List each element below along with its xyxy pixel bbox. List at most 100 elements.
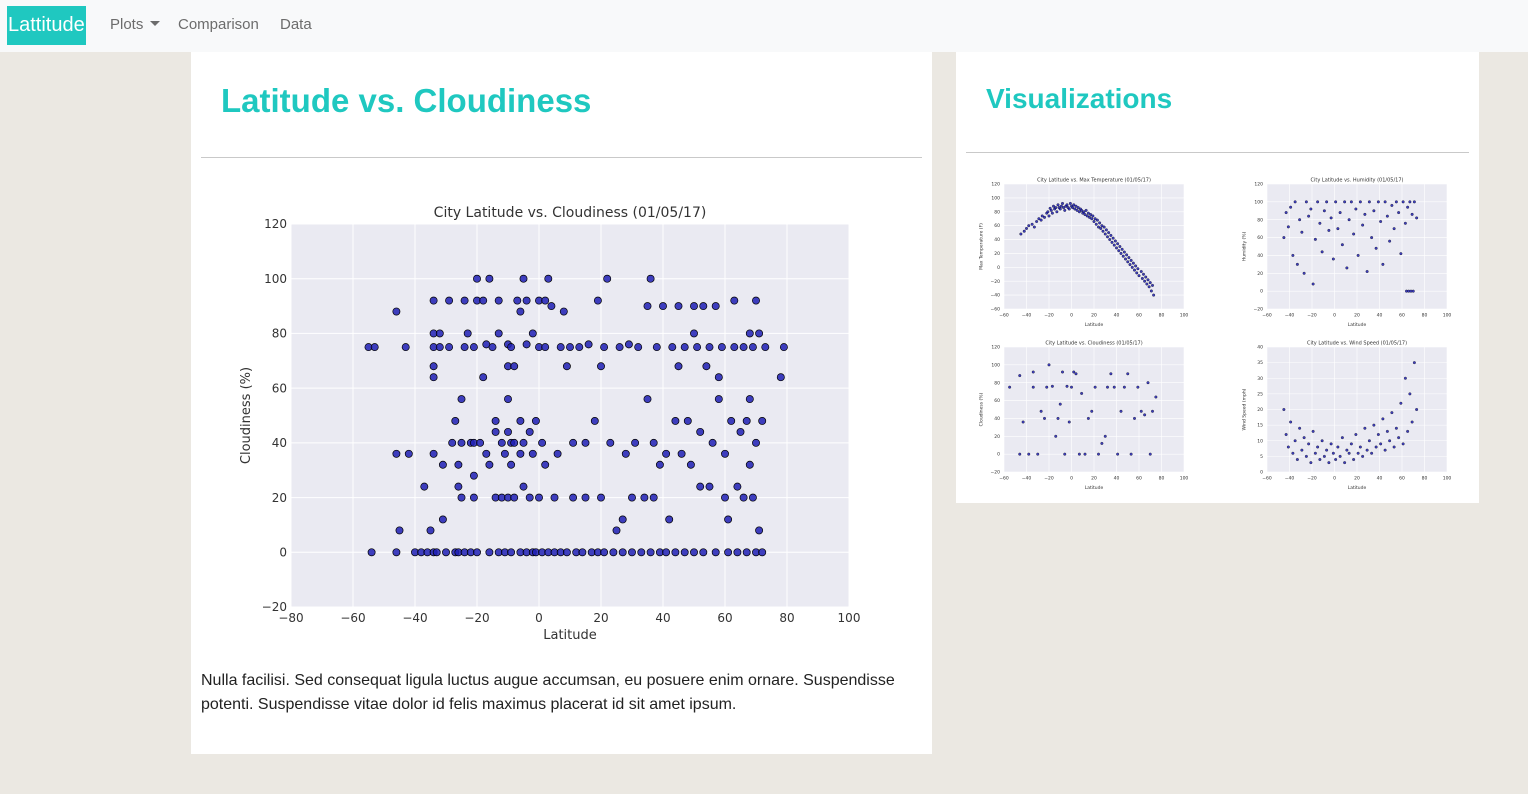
data-point [1307, 214, 1311, 218]
data-point [1108, 238, 1112, 242]
data-point [1074, 204, 1078, 208]
data-point [491, 427, 500, 436]
data-point [1109, 233, 1113, 237]
y-tick-label: −20 [991, 279, 1001, 285]
y-tick-label: 0 [279, 545, 287, 559]
data-point [1282, 408, 1286, 411]
visualizations-title: Visualizations [986, 83, 1173, 114]
caret-down-icon [150, 21, 161, 26]
data-point [748, 343, 757, 352]
nav-plots-dropdown[interactable]: Plots [110, 16, 161, 33]
brand-link[interactable]: Lattitude [7, 6, 86, 45]
data-point [1101, 229, 1105, 233]
data-point [1077, 452, 1081, 456]
data-point [1027, 224, 1031, 228]
data-point [1035, 220, 1039, 223]
data-point [1080, 391, 1084, 395]
nav-data-link[interactable]: Data [280, 16, 312, 33]
data-point [752, 438, 760, 447]
data-point [1084, 208, 1088, 212]
data-point [1347, 218, 1351, 222]
data-point [1043, 215, 1046, 219]
data-point [504, 427, 512, 436]
data-point [1316, 445, 1320, 449]
data-point [646, 274, 655, 283]
data-point [497, 438, 506, 447]
x-tick-label: 100 [838, 611, 861, 625]
x-tick-label: −60 [999, 476, 1009, 482]
data-point [1126, 372, 1130, 376]
data-point [745, 460, 754, 469]
data-point [1085, 214, 1089, 218]
data-point [516, 307, 525, 316]
data-point [758, 548, 767, 557]
data-point [528, 329, 537, 338]
data-point [469, 343, 478, 352]
x-axis-label: Latitude [543, 628, 597, 643]
y-tick-label: 5 [1260, 454, 1263, 460]
data-point [392, 449, 401, 458]
data-point [426, 526, 435, 535]
data-point [705, 343, 714, 352]
x-tick-label: 20 [1091, 476, 1097, 482]
data-point [1037, 217, 1041, 221]
plot-area [291, 224, 849, 607]
data-point [643, 302, 652, 311]
data-point [575, 343, 584, 352]
data-point [1093, 217, 1097, 221]
data-point [1100, 441, 1104, 445]
data-point [745, 395, 754, 404]
data-point [438, 515, 447, 524]
data-point [597, 362, 605, 371]
data-point [730, 343, 739, 352]
data-point [1130, 265, 1134, 269]
data-point [1097, 225, 1100, 229]
y-tick-label: 80 [994, 380, 1000, 386]
data-point [1383, 200, 1387, 204]
data-point [500, 449, 509, 458]
thumb-cloudiness[interactable]: −60 −40 −20 0 20 40 60 80 100 −20 0 20 40 60 80 100 120 C… [976, 337, 1196, 490]
data-point [1088, 215, 1091, 219]
y-tick-label: 120 [1254, 182, 1263, 188]
data-point [562, 548, 571, 557]
data-point [1289, 420, 1293, 424]
data-point [1381, 262, 1385, 266]
data-point [1325, 448, 1329, 452]
y-tick-label: 60 [994, 223, 1000, 229]
data-point [538, 438, 547, 447]
data-point [1320, 439, 1324, 443]
x-tick-label: 60 [1136, 313, 1142, 319]
thumb-humidity[interactable]: −60 −40 −20 0 20 40 60 80 100 −20 0 20 40 60 80 100 120 C… [1239, 174, 1459, 327]
y-tick-label: 20 [994, 434, 1000, 440]
data-point [1331, 257, 1335, 261]
data-point [733, 482, 742, 491]
data-point [628, 548, 636, 557]
data-point [1291, 451, 1295, 455]
thumb-max-temperature[interactable]: −60 −40 −20 0 20 40 60 80 100 −60 −40 −20 0 20 40 60 80 1… [976, 174, 1196, 327]
x-tick-label: −20 [1044, 313, 1054, 319]
data-point [1086, 211, 1090, 215]
data-point [745, 329, 754, 338]
nav-comparison-link[interactable]: Comparison [178, 16, 259, 33]
data-point [1062, 206, 1066, 210]
data-point [1385, 214, 1389, 218]
data-point [1090, 409, 1094, 413]
data-point [1145, 282, 1149, 286]
data-point [1406, 429, 1410, 433]
data-point [401, 343, 410, 352]
data-point [454, 482, 463, 491]
data-point [1139, 270, 1143, 273]
data-point [1098, 221, 1102, 225]
data-point [1122, 250, 1126, 254]
data-point [550, 493, 559, 502]
data-point [643, 395, 652, 404]
data-point [469, 493, 478, 502]
data-point [1063, 208, 1067, 212]
data-point [1059, 204, 1063, 208]
data-point [1148, 452, 1152, 456]
thumb-wind-speed[interactable]: −60 −40 −20 0 20 40 60 80 100 0 5 10 15 20 25 30 35 40 Cit… [1239, 337, 1459, 490]
x-tick-label: 100 [1180, 313, 1189, 319]
data-point [612, 526, 621, 535]
data-point [1018, 374, 1022, 378]
data-point [435, 329, 444, 338]
